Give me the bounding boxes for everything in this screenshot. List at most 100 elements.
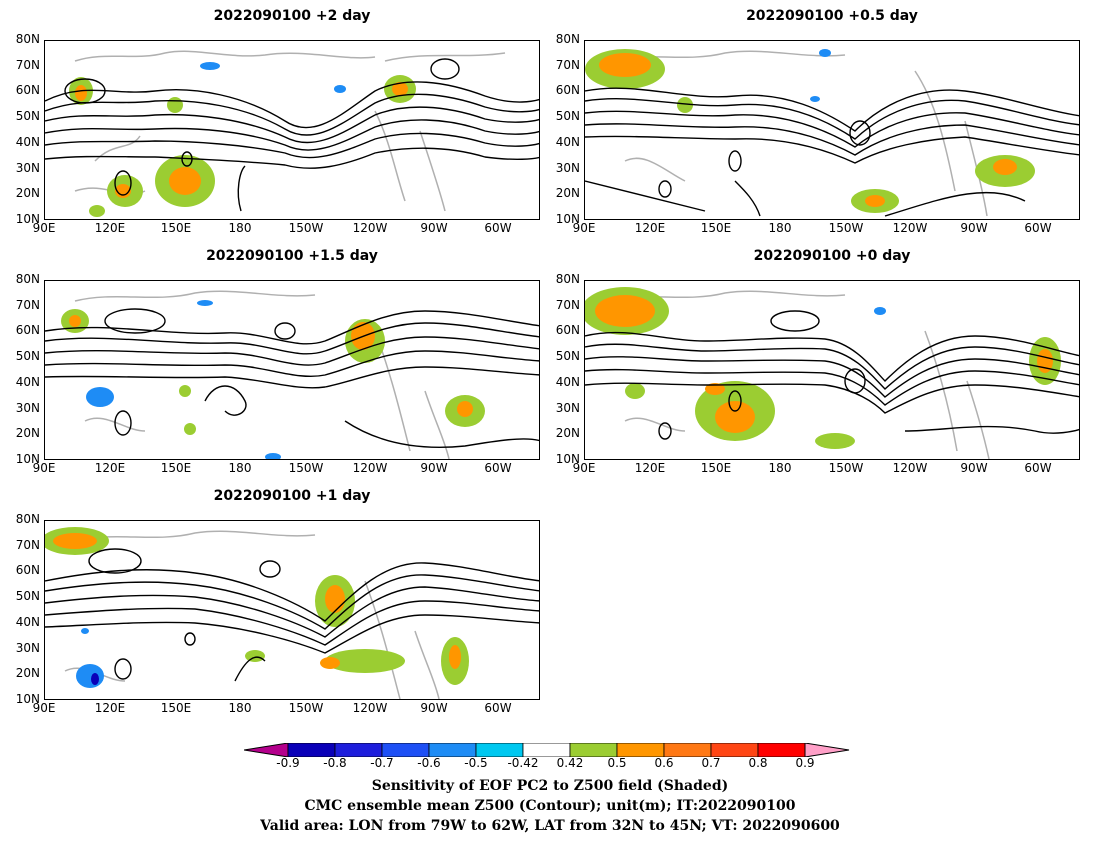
y-tick-label: 70N [555,57,580,72]
colorbar-box [428,742,477,758]
map-svg [585,49,1079,217]
colorbar-low-arrow [243,742,289,758]
panel-title: 2022090100 +1.5 day [206,248,378,264]
x-tick-label: 120E [634,221,666,235]
shading-negative [200,62,346,93]
panel-title: 2022090100 +2 day [213,8,371,24]
shading-high [75,82,408,198]
colorbar-svg [243,742,850,758]
colorbar-box [475,742,524,758]
y-tick-label: 20N [15,426,40,441]
y-tick-label: 40N [15,614,40,629]
z500-contours [45,548,539,682]
map-svg [45,527,539,699]
map-area [584,40,1080,220]
x-tick-label: 120W [892,461,928,475]
map-svg [45,290,539,459]
x-tick-label: 120E [94,701,126,715]
x-tick-label: 150W [288,701,324,715]
y-tick-label: 60N [15,323,40,338]
x-tick-label: 90W [960,461,988,475]
x-tick-label: 60W [484,701,512,715]
coastline [604,290,990,459]
y-tick-label: 70N [15,57,40,72]
y-tick-label: 50N [555,109,580,124]
map-area [44,520,540,700]
y-tick-label: 50N [15,589,40,604]
panel-title: 2022090100 +1 day [213,488,371,504]
z500-contours [45,58,539,212]
colorbar-tick-label: -0.8 [323,756,347,770]
map-svg [585,287,1079,459]
shading-positive [45,527,469,685]
colorbar-tick-label: -0.6 [417,756,441,770]
coastline [74,290,450,459]
x-tick-label: 150E [160,701,192,715]
x-tick-label: 180 [228,461,252,475]
y-tick-label: 40N [15,134,40,149]
panel-title: 2022090100 +0 day [753,248,911,264]
x-tick-label: 120W [892,221,928,235]
x-tick-label: 120W [352,461,388,475]
colorbar-tick-label: -0.7 [370,756,394,770]
colorbar-tick-label: 0.5 [607,756,627,770]
shading-high [599,53,1017,207]
x-tick-label: 90E [32,221,56,235]
y-tick-label: 20N [15,666,40,681]
y-tick-label: 60N [555,323,580,338]
colorbar-tick-label: 0.9 [795,756,815,770]
colorbar-high-arrow [804,742,850,758]
colorbar-tick-label: 0.42 [556,756,584,770]
caption-line-3: Valid area: LON from 79W to 62W, LAT fro… [260,818,840,834]
y-tick-label: 30N [15,400,40,415]
x-tick-label: 60W [1024,461,1052,475]
panel-title: 2022090100 +0.5 day [746,8,918,24]
x-tick-label: 60W [484,461,512,475]
y-tick-label: 50N [15,349,40,364]
y-tick-label: 20N [15,186,40,201]
x-tick-label: 90W [420,701,448,715]
map-area [44,280,540,460]
y-tick-label: 10N [555,211,580,226]
y-tick-label: 80N [15,272,40,286]
map-svg [45,50,539,217]
caption-line-2: CMC ensemble mean Z500 (Contour); unit(m… [304,798,796,814]
map-area [584,280,1080,460]
y-tick-label: 20N [555,426,580,441]
z500-contours [585,310,1079,440]
y-tick-label: 40N [555,374,580,389]
colorbar-tick-label: -0.5 [464,756,488,770]
y-tick-label: 30N [15,160,40,175]
colorbar-box [757,742,806,758]
x-tick-label: 180 [768,461,792,475]
y-tick-label: 70N [15,537,40,552]
y-tick-label: 80N [555,32,580,46]
shading-negative [86,300,281,459]
colorbar-tick-label: 0.6 [654,756,674,770]
x-tick-label: 90W [420,461,448,475]
y-tick-label: 60N [15,563,40,578]
y-tick-label: 40N [555,134,580,149]
x-tick-label: 90E [32,701,56,715]
y-tick-label: 30N [555,400,580,415]
x-tick-label: 180 [228,221,252,235]
colorbar-box [334,742,383,758]
y-tick-label: 80N [15,512,40,526]
x-tick-label: 150E [160,221,192,235]
x-tick-label: 90E [32,461,56,475]
x-tick-label: 180 [768,221,792,235]
x-tick-label: 150E [700,461,732,475]
colorbar-box [287,742,336,758]
z500-contours [585,87,1079,217]
x-tick-label: 60W [484,221,512,235]
y-tick-label: 40N [15,374,40,389]
y-tick-label: 10N [555,451,580,466]
x-tick-label: 90E [572,461,596,475]
coastline [64,530,440,699]
y-tick-label: 80N [555,272,580,286]
colorbar-tick-label: 0.8 [748,756,768,770]
y-tick-label: 60N [15,83,40,98]
x-tick-label: 120E [94,461,126,475]
colorbar-box [522,742,571,758]
x-tick-label: 150W [288,221,324,235]
